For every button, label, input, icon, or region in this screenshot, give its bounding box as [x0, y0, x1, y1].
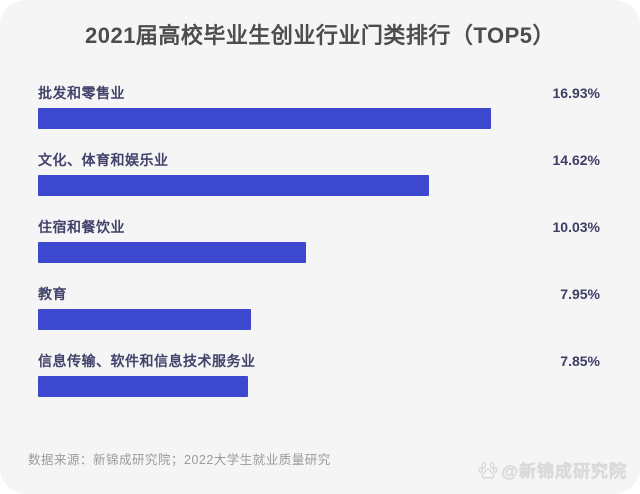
bar-chart: 批发和零售业 16.93% 文化、体育和娱乐业 14.62% 住宿和餐饮业 10… [38, 83, 600, 418]
chart-row: 信息传输、软件和信息技术服务业 7.85% [38, 351, 600, 418]
bar-value-label: 7.85% [560, 353, 600, 369]
chart-row: 教育 7.95% [38, 284, 600, 351]
bar [38, 309, 251, 330]
chart-title: 2021届高校毕业生创业行业门类排行（TOP5） [84, 23, 555, 48]
bar-value-label: 16.93% [552, 85, 600, 101]
bar-category-label: 文化、体育和娱乐业 [38, 152, 169, 168]
bar [38, 175, 429, 196]
bar-value-label: 10.03% [552, 219, 600, 235]
bar-category-label: 住宿和餐饮业 [38, 219, 125, 235]
bar-category-label: 信息传输、软件和信息技术服务业 [38, 353, 256, 369]
bar-value-label: 7.95% [560, 286, 600, 302]
bar-track [38, 376, 600, 397]
watermark-text: @新锦成研究院 [501, 462, 627, 481]
chart-row: 住宿和餐饮业 10.03% [38, 217, 600, 284]
bar-track [38, 108, 600, 129]
bar-category-label: 教育 [38, 286, 67, 302]
bar-track [38, 309, 600, 330]
data-source-note: 数据来源：新锦成研究院；2022大学生就业质量研究 [28, 453, 331, 467]
bar-category-label: 批发和零售业 [38, 85, 125, 101]
bar-track [38, 242, 600, 263]
watermark: @新锦成研究院 [478, 457, 627, 482]
baidu-paw-icon [478, 460, 498, 480]
chart-row: 批发和零售业 16.93% [38, 83, 600, 150]
bar-value-label: 14.62% [552, 152, 600, 168]
bar-track [38, 175, 600, 196]
bar [38, 108, 491, 129]
bar [38, 242, 306, 263]
bar [38, 376, 248, 397]
chart-row: 文化、体育和娱乐业 14.62% [38, 150, 600, 217]
